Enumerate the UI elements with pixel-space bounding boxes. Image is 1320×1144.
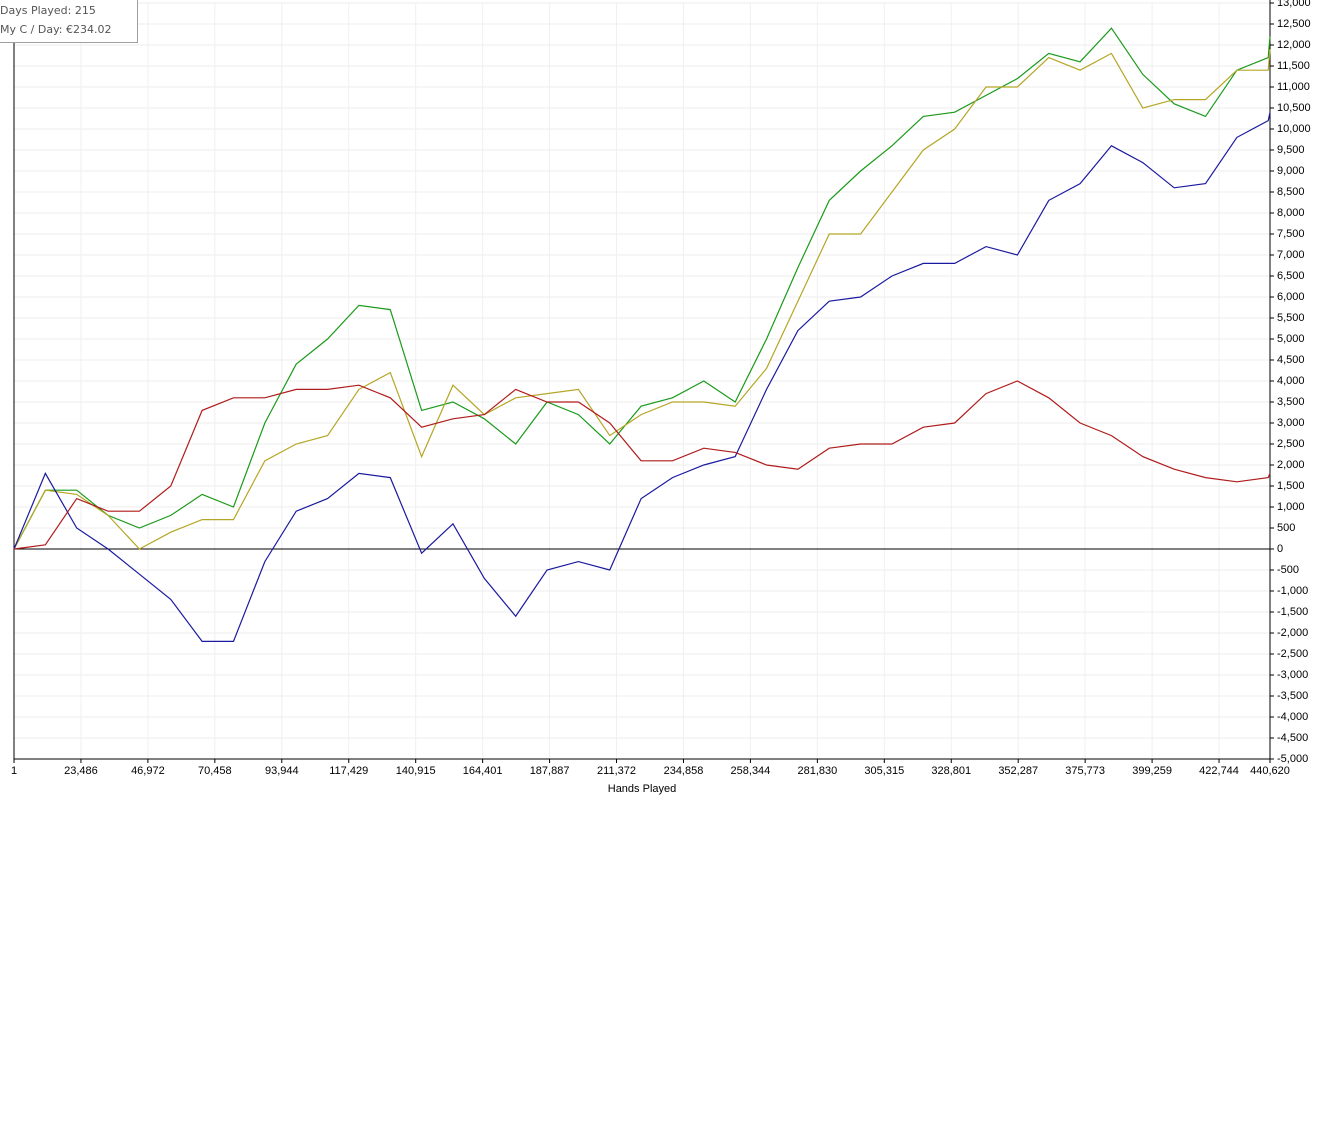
y-tick-label: -2,000 <box>1277 627 1308 639</box>
x-tick-label: 23,486 <box>64 765 98 777</box>
y-tick-label: 6,000 <box>1277 291 1305 303</box>
x-tick-label: 352,287 <box>998 765 1038 777</box>
y-tick-label: 7,000 <box>1277 249 1305 261</box>
y-tick-label: 12,500 <box>1277 18 1311 30</box>
info-line: Days Played: 215 <box>0 4 96 17</box>
x-axis-label: Hands Played <box>608 783 677 795</box>
y-tick-label: 9,500 <box>1277 144 1305 156</box>
y-tick-label: 0 <box>1277 543 1283 555</box>
y-tick-label: 2,000 <box>1277 459 1305 471</box>
y-tick-label: 10,500 <box>1277 102 1311 114</box>
y-tick-label: -2,500 <box>1277 648 1308 660</box>
x-tick-label: 422,744 <box>1199 765 1239 777</box>
y-tick-label: -500 <box>1277 564 1299 576</box>
y-tick-label: -1,500 <box>1277 606 1308 618</box>
x-tick-label: 328,801 <box>931 765 971 777</box>
y-tick-label: 4,500 <box>1277 354 1305 366</box>
x-tick-label: 375,773 <box>1065 765 1105 777</box>
x-tick-label: 1 <box>11 765 17 777</box>
x-tick-label: 281,830 <box>797 765 837 777</box>
y-tick-label: 8,000 <box>1277 207 1305 219</box>
y-tick-label: 5,000 <box>1277 333 1305 345</box>
series-line <box>13 49 1271 550</box>
y-tick-label: 9,000 <box>1277 165 1305 177</box>
y-tick-label: 1,000 <box>1277 501 1305 513</box>
y-tick-label: -3,500 <box>1277 690 1308 702</box>
x-tick-label: 46,972 <box>131 765 165 777</box>
y-tick-label: -4,500 <box>1277 732 1308 744</box>
chart: -5,000 -4,500 -4,000 -3,500 -3,000 -2,500 -2,0… <box>11 0 1311 795</box>
y-tick-label: -3,000 <box>1277 669 1308 681</box>
y-tick-label: 2,500 <box>1277 438 1305 450</box>
y-tick-label: -4,000 <box>1277 711 1308 723</box>
y-tick-label: 13,000 <box>1277 0 1311 9</box>
info-line: My C / Day: €234.02 <box>0 23 112 36</box>
y-tick-label: -1,000 <box>1277 585 1308 597</box>
y-tick-label: -5,000 <box>1277 753 1308 765</box>
y-tick-label: 5,500 <box>1277 312 1305 324</box>
y-tick-label: 8,500 <box>1277 186 1305 198</box>
y-tick-label: 1,500 <box>1277 480 1305 492</box>
info-box: Days Played: 215 My C / Day: €234.02 <box>0 0 138 43</box>
x-tick-label: 70,458 <box>198 765 232 777</box>
series-line <box>13 112 1271 642</box>
y-tick-label: 10,000 <box>1277 123 1311 135</box>
y-tick-label: 11,500 <box>1277 60 1310 72</box>
y-tick-label: 7,500 <box>1277 228 1305 240</box>
x-tick-label: 187,887 <box>530 765 570 777</box>
x-tick-label: 93,944 <box>265 765 299 777</box>
y-tick-label: 3,000 <box>1277 417 1305 429</box>
x-tick-label: 234,858 <box>664 765 704 777</box>
x-tick-label: 399,259 <box>1132 765 1172 777</box>
y-tick-label: 12,000 <box>1277 39 1311 51</box>
series-line <box>13 27 1271 550</box>
x-tick-label: 140,915 <box>396 765 436 777</box>
x-tick-label: 117,429 <box>329 765 368 777</box>
x-tick-label: 164,401 <box>463 765 503 777</box>
x-tick-label: 258,344 <box>731 765 771 777</box>
y-tick-label: 3,500 <box>1277 396 1305 408</box>
y-tick-label: 500 <box>1277 522 1295 534</box>
x-tick-label: 211,372 <box>597 765 636 777</box>
x-tick-label: 440,620 <box>1250 765 1290 777</box>
y-tick-label: 11,000 <box>1277 81 1310 93</box>
y-tick-label: 6,500 <box>1277 270 1305 282</box>
x-tick-label: 305,315 <box>864 765 904 777</box>
y-tick-label: 4,000 <box>1277 375 1305 387</box>
series-line <box>13 380 1271 550</box>
